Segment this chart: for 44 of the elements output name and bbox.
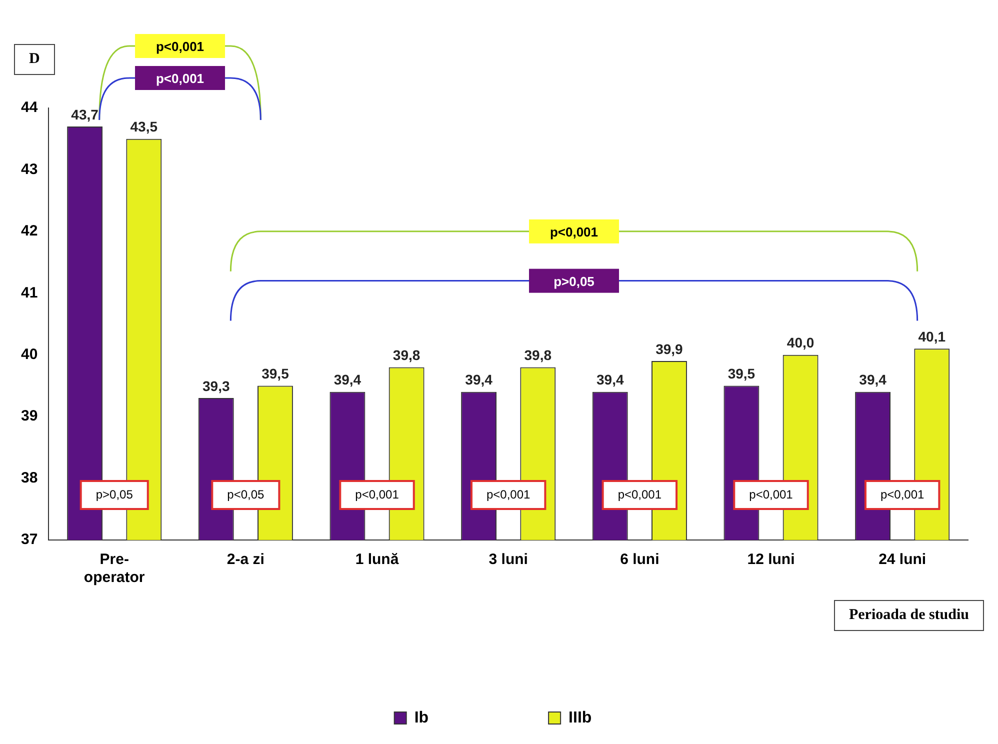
data-label: 39,4 [859,372,887,388]
legend-label: Ib [414,709,429,726]
annotation: p>0,05 [96,487,134,502]
data-label: 39,5 [728,366,756,382]
text: p<0,001 [156,71,204,86]
data-label: 40,1 [918,328,946,345]
x-tick-label: 6 luni [620,551,660,568]
annotation: p<0,001 [749,487,794,502]
y-tick-label: 43 [20,160,38,178]
data-label: 39,3 [202,378,230,394]
data-label: 40,0 [786,334,814,351]
annotation: p<0,001 [618,487,662,502]
x-tick-label: 12 luni [747,551,795,568]
x-tick-label: 1 lună [355,551,400,568]
data-label: 39,4 [596,372,624,388]
x-tick-label: 24 luni [878,551,926,568]
data-label: 39,9 [656,340,684,357]
y-tick-label: 41 [20,284,38,302]
data-label: 39,8 [524,347,552,364]
annotation: p<0,001 [880,487,925,502]
data-label: 39,5 [262,366,290,382]
x-axis-title: Perioada de studiu [834,600,984,631]
data-label: 39,8 [392,347,420,364]
data-label: 43,7 [71,106,99,122]
x-tick-label: 3 luni [488,551,528,568]
legend-label: IIIb [568,709,592,726]
data-label: 43,5 [130,118,158,135]
annotation: p<0,05 [227,487,265,502]
data-label: 39,4 [465,372,493,388]
y-tick-label: 44 [20,99,38,116]
y-axis-title: D [14,44,55,75]
y-tick-label: 37 [20,531,38,548]
x-tick-label: Pre- operator [84,551,145,586]
annotation: p<0,001 [486,487,531,502]
text: p<0,001 [156,39,204,54]
annotation: p<0,001 [355,487,400,502]
y-tick-label: 42 [20,222,38,240]
y-tick-label: 39 [20,408,38,425]
annotation: p>0,05 [554,274,594,289]
x-tick-label: 2-a zi [226,551,264,568]
annotation: p<0,001 [550,224,598,240]
y-tick-label: 40 [20,346,38,363]
data-label: 39,4 [334,372,362,388]
y-tick-label: 38 [20,469,38,486]
